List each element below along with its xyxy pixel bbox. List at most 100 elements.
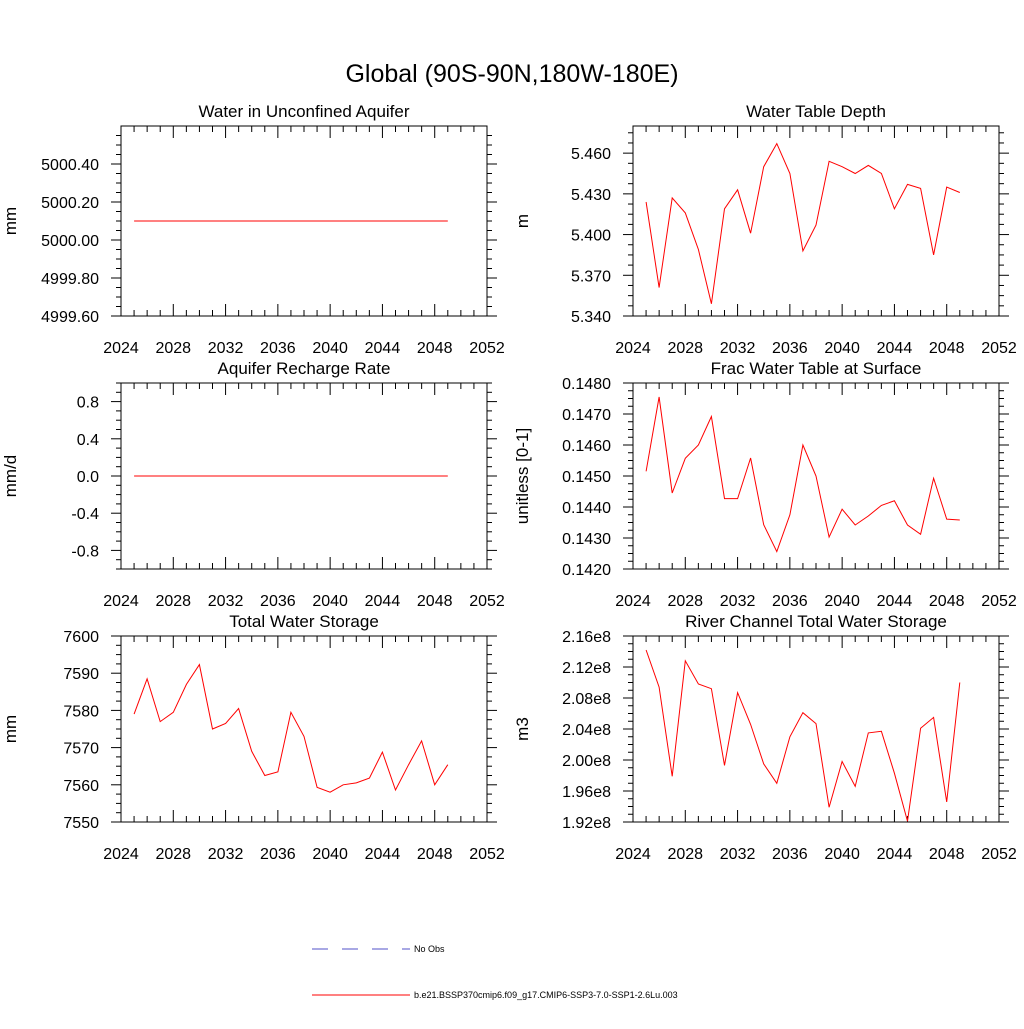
y-tick-label: 0.1460: [562, 438, 611, 455]
y-tick-label: 5000.40: [41, 157, 99, 174]
y-axis-label: m3: [513, 717, 532, 741]
x-tick-label: 2028: [667, 846, 703, 863]
x-tick-label: 2032: [208, 340, 244, 357]
x-tick-label: 2044: [365, 593, 401, 610]
panel-title: Water Table Depth: [746, 102, 886, 121]
x-tick-label: 2052: [469, 593, 505, 610]
y-tick-label: 5.430: [571, 187, 611, 204]
x-tick-label: 2048: [929, 593, 965, 610]
plot-frame: [120, 635, 488, 823]
x-tick-label: 2052: [981, 593, 1017, 610]
y-tick-label: 5.460: [571, 146, 611, 163]
legend: No Obs b.e21.BSSP370cmip6.f09_g17.CMIP6-…: [312, 944, 678, 1000]
y-tick-label: 5.340: [571, 309, 611, 326]
y-axis-label: mm: [1, 715, 20, 743]
x-tick-label: 2040: [824, 340, 860, 357]
x-tick-label: 2040: [824, 593, 860, 610]
page-title: Global (90S-90N,180W-180E): [345, 60, 678, 88]
legend-label-model: b.e21.BSSP370cmip6.f09_g17.CMIP6-SSP3-7.…: [414, 990, 678, 1000]
panel-title: Frac Water Table at Surface: [711, 359, 922, 378]
x-tick-label: 2024: [615, 593, 651, 610]
y-tick-label: 0.1440: [562, 500, 611, 517]
y-tick-label: 0.1430: [562, 531, 611, 548]
y-tick-label: 2.04e8: [562, 722, 611, 739]
x-tick-label: 2032: [720, 340, 756, 357]
x-tick-label: 2052: [981, 846, 1017, 863]
y-tick-label: 5.370: [571, 268, 611, 285]
series-line: [645, 142, 960, 304]
x-tick-label: 2048: [417, 340, 453, 357]
x-tick-label: 2036: [772, 846, 808, 863]
y-tick-label: 0.8: [77, 395, 99, 412]
y-tick-label: 7570: [63, 741, 99, 758]
y-tick-label: 2.16e8: [562, 629, 611, 646]
y-tick-label: 4999.60: [41, 309, 99, 326]
x-tick-label: 2044: [365, 340, 401, 357]
y-tick-label: 1.92e8: [562, 815, 611, 832]
y-tick-label: -0.8: [71, 543, 99, 560]
plot-frame: [632, 635, 1000, 823]
series-line: [133, 663, 449, 793]
x-tick-label: 2048: [417, 593, 453, 610]
y-tick-label: 2.12e8: [562, 660, 611, 677]
panel-2: Water Table Depth 2024 2028 2032 2036 2040 204…: [513, 102, 1017, 357]
x-tick-label: 2032: [208, 846, 244, 863]
legend-label-no-obs: No Obs: [414, 944, 445, 954]
y-tick-label: 2.08e8: [562, 691, 611, 708]
y-axis-label: mm/d: [1, 455, 20, 498]
x-tick-label: 2044: [877, 340, 913, 357]
panel-title: Aquifer Recharge Rate: [218, 359, 391, 378]
x-tick-label: 2040: [824, 846, 860, 863]
x-tick-label: 2052: [469, 846, 505, 863]
series-line: [645, 649, 961, 822]
panel-title: River Channel Total Water Storage: [685, 612, 947, 631]
x-tick-label: 2032: [208, 593, 244, 610]
x-tick-label: 2040: [312, 846, 348, 863]
panel-3: Aquifer Recharge Rate 2024 2028 2032 2036 204…: [1, 359, 505, 610]
x-tick-label: 2052: [469, 340, 505, 357]
x-tick-label: 2048: [929, 846, 965, 863]
x-tick-label: 2040: [312, 340, 348, 357]
y-tick-label: 7590: [63, 666, 99, 683]
x-tick-label: 2024: [103, 846, 139, 863]
x-tick-label: 2048: [929, 340, 965, 357]
x-tick-label: 2040: [312, 593, 348, 610]
x-tick-label: 2036: [772, 340, 808, 357]
panel-4: Frac Water Table at Surface 2024 2028 2032 2…: [513, 359, 1017, 610]
x-tick-label: 2044: [877, 593, 913, 610]
x-tick-label: 2044: [365, 846, 401, 863]
x-tick-label: 2036: [260, 593, 296, 610]
panel-1: Water in Unconfined Aquifer 2024 2028 2032 2…: [1, 102, 505, 357]
chart-panels: Water in Unconfined Aquifer 2024 2028 2032 2…: [1, 102, 1017, 863]
y-tick-label: 0.1470: [562, 407, 611, 424]
y-tick-label: 4999.80: [41, 271, 99, 288]
y-tick-label: 7580: [63, 703, 99, 720]
y-axis-label: m: [513, 214, 532, 228]
x-tick-label: 2032: [720, 593, 756, 610]
x-tick-label: 2044: [877, 846, 913, 863]
series-line: [645, 396, 960, 553]
y-tick-label: 0.1450: [562, 469, 611, 486]
x-tick-label: 2024: [615, 340, 651, 357]
y-tick-label: 0.4: [77, 432, 99, 449]
x-tick-label: 2036: [772, 593, 808, 610]
x-tick-label: 2024: [615, 846, 651, 863]
y-tick-label: 0.0: [77, 469, 99, 486]
x-tick-label: 2052: [981, 340, 1017, 357]
y-tick-label: 7550: [63, 815, 99, 832]
y-tick-label: 7600: [63, 629, 99, 646]
x-tick-label: 2048: [417, 846, 453, 863]
panel-6: River Channel Total Water Storage 2024 202…: [513, 612, 1017, 863]
panel-title: Water in Unconfined Aquifer: [198, 102, 409, 121]
y-tick-label: 7560: [63, 778, 99, 795]
x-tick-label: 2032: [720, 846, 756, 863]
x-tick-label: 2028: [155, 340, 191, 357]
y-tick-label: 5.400: [571, 228, 611, 245]
y-tick-label: 0.1420: [562, 562, 611, 579]
x-tick-label: 2024: [103, 593, 139, 610]
y-tick-label: 5000.00: [41, 233, 99, 250]
x-tick-label: 2024: [103, 340, 139, 357]
x-tick-label: 2028: [155, 593, 191, 610]
y-tick-label: 0.1480: [562, 376, 611, 393]
